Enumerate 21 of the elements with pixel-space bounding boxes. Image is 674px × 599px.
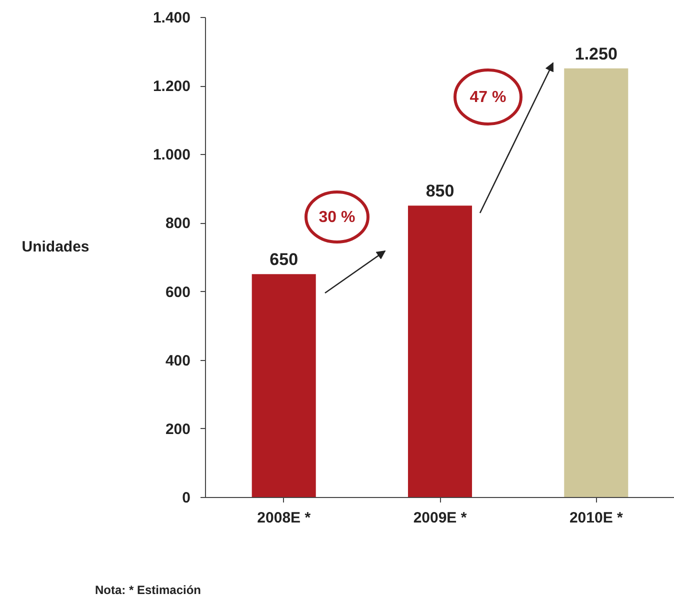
y-tick-label: 1.400	[152, 10, 190, 26]
y-tick-label: 1.000	[152, 146, 190, 164]
data-label: 1.250	[574, 44, 618, 64]
bar	[564, 68, 628, 497]
y-tick-label: 1.200	[152, 78, 190, 96]
y-tick-label: 0	[182, 490, 190, 506]
data-label: 650	[270, 250, 298, 270]
y-axis-title: Unidades	[22, 238, 90, 256]
annotation: 47 %	[470, 89, 506, 106]
y-tick-label: 800	[165, 215, 190, 232]
bar	[252, 274, 316, 497]
text: Nota: * Estimación	[94, 583, 202, 597]
annotation: 30 %	[318, 209, 356, 226]
y-tick-label: 200	[165, 420, 190, 438]
y-tick-label: 400	[165, 352, 190, 370]
x-tick-label: 2008E *	[257, 510, 311, 526]
x-tick-label: 2009E *	[413, 510, 467, 526]
x-tick-label: 2010E *	[569, 510, 623, 526]
bar	[408, 206, 472, 497]
y-tick-label: 600	[165, 284, 190, 301]
data-label: 850	[426, 182, 454, 201]
